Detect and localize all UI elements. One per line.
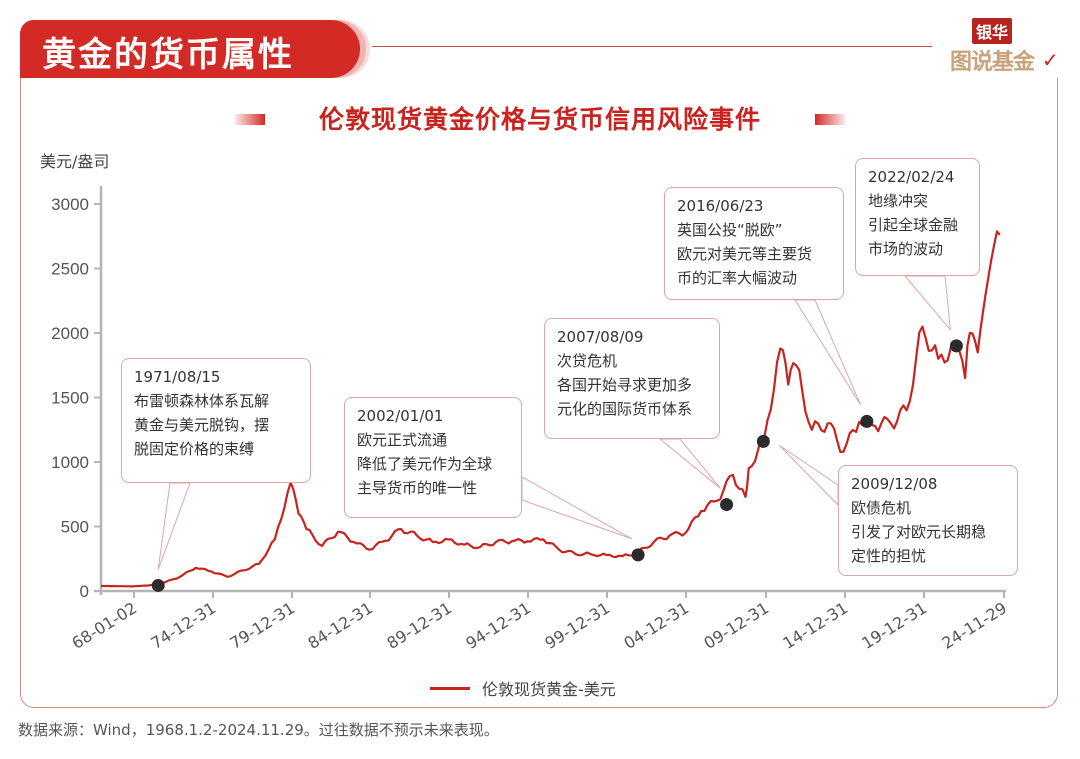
x-tick-label: 89-12-31 xyxy=(383,598,455,653)
annotation-text: 脱固定价格的束缚 xyxy=(134,440,255,458)
annotation-box: 2002/01/01 欧元正式流通降低了美元作为全球 主导货币的唯一性 xyxy=(344,397,522,518)
annotation-box: 1971/08/15 布雷顿森林体系瓦解 黄金与美元脱钩，摆 脱固定价格的束缚 xyxy=(121,358,311,483)
annotation-box: 2007/08/09 次贷危机各国开始寻求更加多 元化的国际货币体系 xyxy=(544,318,720,439)
section-header-tab: 黄金的货币属性 xyxy=(20,20,360,78)
x-axis: 68-01-02 74-12-31 79-12-31 84-12-31 89-12-31… xyxy=(68,589,1010,653)
event-marker xyxy=(756,434,770,448)
y-tick-label: 2500 xyxy=(51,260,89,279)
x-tick-label: 94-12-31 xyxy=(462,598,534,653)
event-marker xyxy=(151,578,165,592)
legend: 伦敦现货黄金-美元 xyxy=(430,676,616,700)
annotation-text: 英国公投“脱欧” xyxy=(677,221,783,239)
event-marker xyxy=(720,498,734,512)
annotation-text: 主导货币的唯一性 xyxy=(357,479,478,497)
check-icon: ✓ xyxy=(1042,48,1059,72)
chart-frame xyxy=(20,78,1058,708)
title-decoration-right xyxy=(815,114,845,125)
annotation-box: 2022/02/24 地缘冲突引起全球金融 市场的波动 xyxy=(855,158,980,276)
gold-price-line xyxy=(101,230,1001,588)
annotation-date: 2022/02/24 xyxy=(868,168,955,186)
event-marker xyxy=(949,339,963,353)
y-tick-label: 1000 xyxy=(51,453,89,472)
brand-logo: 银华 图说基金 ✓ xyxy=(946,18,1066,78)
legend-label: 伦敦现货黄金-美元 xyxy=(482,680,616,699)
annotation-text: 黄金与美元脱钩，摆 xyxy=(134,416,270,434)
annotation-text: 币的汇率大幅波动 xyxy=(677,269,798,287)
x-tick-label: 74-12-31 xyxy=(147,598,219,653)
logo-bottom-text: 图说基金 xyxy=(950,50,1035,75)
y-axis: 0 500 1000 1500 2000 2500 3000 xyxy=(51,186,103,601)
x-tick-label: 09-12-31 xyxy=(700,598,772,653)
y-tick-label: 1500 xyxy=(51,389,89,408)
x-tick-label: 99-12-31 xyxy=(541,598,613,653)
annotation-text: 欧债危机 xyxy=(851,499,912,517)
section-title: 黄金的货币属性 xyxy=(42,35,294,75)
y-tick-label: 500 xyxy=(61,518,89,537)
annotation-text: 引发了对欧元长期稳 xyxy=(851,523,987,541)
x-tick-label: 24-11-29 xyxy=(938,598,1010,653)
annotation-text: 降低了美元作为全球 xyxy=(357,455,493,473)
x-tick-label: 68-01-02 xyxy=(68,598,140,653)
x-tick-label: 14-12-31 xyxy=(779,598,851,653)
annotation-text: 欧元正式流通 xyxy=(357,431,448,449)
y-axis-unit: 美元/盎司 xyxy=(40,152,110,171)
annotation-text: 次贷危机 xyxy=(557,352,618,370)
annotation-text: 引起全球金融 xyxy=(868,216,959,234)
title-decoration-left xyxy=(235,114,265,125)
y-tick-label: 0 xyxy=(80,582,89,601)
legend-swatch xyxy=(430,686,470,690)
annotation-date: 2007/08/09 xyxy=(557,328,644,346)
annotation-box: 2009/12/08 欧债危机引发了对欧元长期稳 定性的担忧 xyxy=(838,465,1018,576)
annotation-text: 欧元对美元等主要货 xyxy=(677,245,813,263)
x-tick-label: 84-12-31 xyxy=(304,598,376,653)
data-source-note: 数据来源：Wind，1968.1.2-2024.11.29。过往数据不预示未来表… xyxy=(18,721,499,739)
annotation-text: 市场的波动 xyxy=(868,240,944,258)
annotation-text: 地缘冲突 xyxy=(868,192,929,210)
x-tick-label: 19-12-31 xyxy=(858,598,930,653)
annotation-pointers xyxy=(157,275,952,570)
annotation-date: 2002/01/01 xyxy=(357,407,444,425)
annotation-date: 2016/06/23 xyxy=(677,197,764,215)
annotation-text: 布雷顿森林体系瓦解 xyxy=(134,392,270,410)
event-marker xyxy=(860,414,874,428)
event-markers xyxy=(151,339,963,592)
x-tick-label: 04-12-31 xyxy=(620,598,692,653)
event-marker xyxy=(631,548,645,562)
y-tick-label: 3000 xyxy=(51,195,89,214)
annotation-date: 2009/12/08 xyxy=(851,475,938,493)
annotation-text: 定性的担忧 xyxy=(851,547,927,565)
y-tick-label: 2000 xyxy=(51,324,89,343)
annotation-text: 元化的国际货币体系 xyxy=(557,400,693,418)
chart-title: 伦敦现货黄金价格与货币信用风险事件 xyxy=(318,105,761,134)
header-divider xyxy=(372,46,932,47)
logo-top-text: 银华 xyxy=(972,18,1013,44)
annotation-date: 1971/08/15 xyxy=(134,368,221,386)
annotation-text: 各国开始寻求更加多 xyxy=(557,376,693,394)
annotation-box: 2016/06/23 英国公投“脱欧” 欧元对美元等主要货 币的汇率大幅波动 xyxy=(664,187,844,300)
x-tick-label: 79-12-31 xyxy=(226,598,298,653)
